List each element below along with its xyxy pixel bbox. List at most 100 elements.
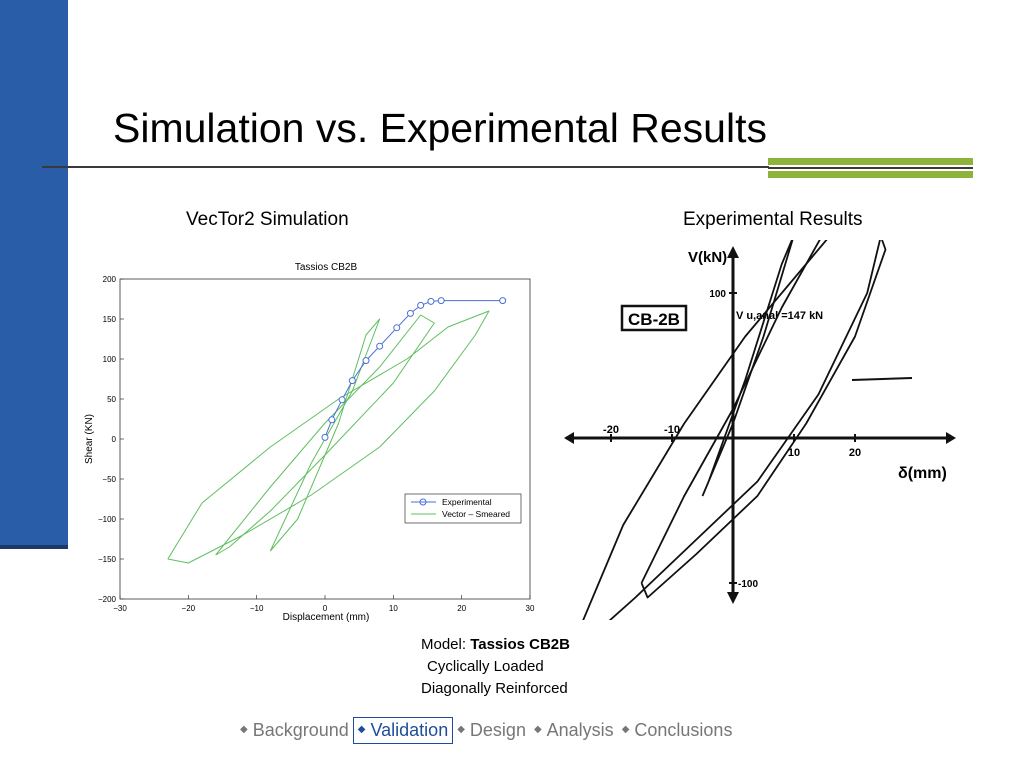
- series-vector-smeared: [167, 310, 490, 564]
- section-nav: ◆ Background ◆ Validation ◆ Design ◆ Analysis ◆ C…: [236, 716, 736, 744]
- nav-item-analysis[interactable]: ◆ Analysis: [530, 718, 618, 743]
- accent-bar-top: [768, 158, 973, 165]
- exp-x-tick-label: 20: [849, 447, 861, 459]
- legend-label-experimental: Experimental: [442, 497, 492, 507]
- chart-grid: [119, 278, 531, 600]
- experimental-point: [406, 309, 414, 317]
- exp-hysteresis-loops: [582, 240, 887, 620]
- nav-item-label: Analysis: [546, 719, 614, 740]
- nav-item-conclusions[interactable]: ◆ Conclusions: [618, 718, 737, 743]
- exp-loop: [701, 240, 794, 497]
- exp-loop: [582, 240, 881, 620]
- experimental-point: [427, 297, 435, 305]
- accent-line: [768, 167, 973, 169]
- model-line-3: Diagonally Reinforced: [421, 680, 568, 697]
- y-tick-labels: −200 −150 −100 −50 0 50 100 150 200: [98, 275, 117, 604]
- experimental-point: [499, 297, 507, 305]
- sidebar-band-shadow: [0, 545, 68, 549]
- sidebar-band: [0, 0, 68, 545]
- model-info: Model: Tassios CB2B Cyclically Loaded Di…: [380, 634, 620, 700]
- left-chart-caption: VecTor2 Simulation: [186, 209, 349, 230]
- x-tick-label: 10: [389, 604, 398, 613]
- experimental-point: [417, 301, 425, 309]
- exp-x-tick-label: 10: [788, 447, 800, 459]
- vector-smeared-loop: [269, 318, 381, 552]
- exp-loop: [640, 240, 887, 599]
- exp-y-tick-label: -100: [738, 579, 758, 590]
- y-axis-arrow: [727, 246, 739, 258]
- title-accent-bars: [768, 158, 973, 178]
- legend-label-vector: Vector – Smeared: [442, 509, 510, 519]
- chart-title: Tassios CB2B: [295, 262, 358, 273]
- diamond-bullet-icon: ◆: [533, 723, 542, 735]
- diamond-bullet-icon: ◆: [357, 723, 366, 735]
- x-axis-arrow: [946, 432, 956, 444]
- figure-background: [560, 240, 960, 620]
- experimental-point: [348, 377, 356, 385]
- y-tick-label: −50: [102, 475, 116, 484]
- accent-bar-bottom: [768, 171, 973, 178]
- vector-smeared-loop: [215, 314, 435, 556]
- experimental-point: [321, 433, 329, 441]
- y-tick-label: 150: [103, 315, 117, 324]
- chart-legend: Experimental Vector – Smeared: [404, 493, 522, 524]
- nav-item-label: Conclusions: [634, 719, 733, 740]
- diamond-bullet-icon: ◆: [457, 723, 465, 735]
- specimen-label: CB-2B: [628, 310, 680, 329]
- x-tick-label: −20: [182, 604, 196, 613]
- x-tick-label: 30: [526, 604, 535, 613]
- y-tick-label: −200: [98, 595, 117, 604]
- nav-item-validation[interactable]: ◆ Validation: [352, 716, 454, 744]
- diamond-bullet-icon: ◆: [621, 723, 630, 735]
- y-tick-label: −150: [98, 555, 117, 564]
- vector-smeared-loop: [167, 310, 490, 564]
- exp-x-axis-label: δ(mm): [898, 465, 947, 482]
- specimen-label-box: [620, 304, 688, 332]
- experimental-point: [328, 416, 336, 424]
- y-axis-label: Shear (KN): [84, 414, 95, 464]
- experimental-point: [362, 357, 370, 365]
- diamond-bullet-icon: ◆: [240, 723, 248, 735]
- nav-item-label: Background: [252, 719, 349, 740]
- nav-item-background[interactable]: ◆ Background: [236, 718, 353, 743]
- title-underline: [42, 166, 769, 168]
- simulation-chart: Tassios CB2B −30 −20 −10 0 10 20 30 −200−150−1…: [78, 252, 548, 624]
- y-tick-label: 0: [112, 435, 117, 444]
- experimental-point: [437, 297, 445, 305]
- exp-x-tick-labels: -20 -10 10 20: [603, 424, 861, 459]
- model-label: Model:: [421, 636, 471, 653]
- y-tick-label: 50: [107, 395, 116, 404]
- exp-x-tick-label: -10: [664, 424, 680, 436]
- experimental-point: [393, 324, 401, 332]
- x-tick-label: −10: [250, 604, 264, 613]
- x-axis-label: Displacement (mm): [283, 612, 370, 623]
- plot-frame: [119, 278, 531, 600]
- nav-item-label: Design: [469, 719, 526, 740]
- exp-y-tick-labels: 200100-100-200: [709, 289, 758, 590]
- y-tick-label: 100: [103, 355, 117, 364]
- exp-y-tick-label: 100: [709, 289, 726, 300]
- model-line-1: Model: Tassios CB2B: [380, 634, 620, 656]
- experimental-chart: V(kN) δ(mm) CB-2B V u,anal =147 kN -20 -1…: [560, 240, 960, 620]
- exp-y-axis-label: V(kN): [688, 249, 727, 266]
- series-experimental: [321, 297, 507, 441]
- loop-tail: [851, 377, 913, 381]
- experimental-point: [376, 342, 384, 350]
- model-name: Tassios CB2B: [470, 636, 570, 653]
- nav-item-design[interactable]: ◆ Design: [453, 718, 530, 743]
- slide-title: Simulation vs. Experimental Results: [113, 105, 767, 151]
- x-axis-arrow-left: [564, 432, 574, 444]
- x-tick-label: 0: [323, 604, 328, 613]
- nav-item-label: Validation: [370, 719, 449, 740]
- x-tick-labels: −30 −20 −10 0 10 20 30: [113, 604, 535, 613]
- model-line-2: Cyclically Loaded: [427, 658, 544, 675]
- exp-x-tick-label: -20: [603, 424, 619, 436]
- right-chart-caption: Experimental Results: [683, 209, 863, 230]
- ultimate-load-annotation: V u,anal =147 kN: [736, 310, 823, 322]
- y-tick-label: 200: [103, 275, 117, 284]
- x-tick-label: −30: [113, 604, 127, 613]
- y-tick-label: −100: [98, 515, 117, 524]
- chart-background: [78, 252, 548, 624]
- x-tick-label: 20: [457, 604, 466, 613]
- legend-marker-experimental: [419, 498, 427, 506]
